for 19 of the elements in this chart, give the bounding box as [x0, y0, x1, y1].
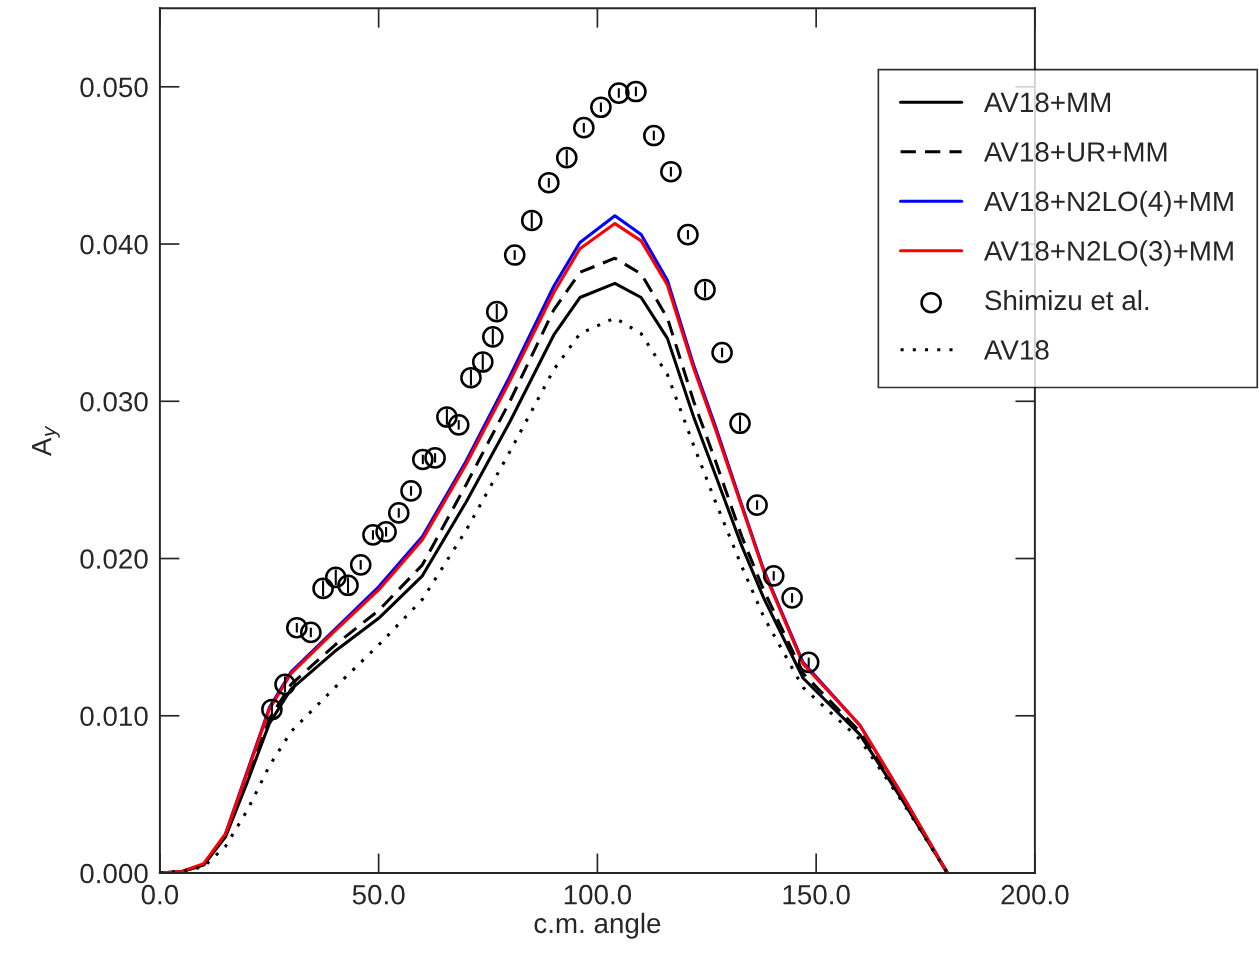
y-axis-title: A$_{y}$ — [32, 425, 60, 457]
x-tick-label: 0.0 — [141, 884, 179, 905]
x-axis-title: c.m. angle — [534, 912, 661, 939]
legend-label: AV18+N2LO(3)+MM — [983, 240, 1233, 267]
y-tick-label: 0.000 — [80, 863, 148, 884]
legend-label: AV18+MM — [983, 92, 1111, 113]
y-tick-label: 0.050 — [80, 77, 148, 98]
legend-label: Shimizu et al. — [985, 289, 1149, 311]
y-tick-label: 0.040 — [80, 234, 148, 255]
x-tick-label: 150.0 — [783, 884, 850, 905]
y-tick-label: 0.010 — [80, 706, 148, 727]
legend-label: AV18+N2LO(4)+MM — [983, 190, 1233, 217]
x-tick-label: 50.0 — [352, 884, 405, 905]
x-tick-label: 200.0 — [1001, 884, 1069, 905]
legend-label: AV18+UR+MM — [983, 142, 1167, 162]
y-tick-label: 0.030 — [80, 391, 148, 412]
y-tick-label: 0.020 — [80, 549, 148, 569]
x-tick-label: 100.0 — [564, 884, 632, 905]
legend-label: AV18 — [983, 340, 1049, 360]
